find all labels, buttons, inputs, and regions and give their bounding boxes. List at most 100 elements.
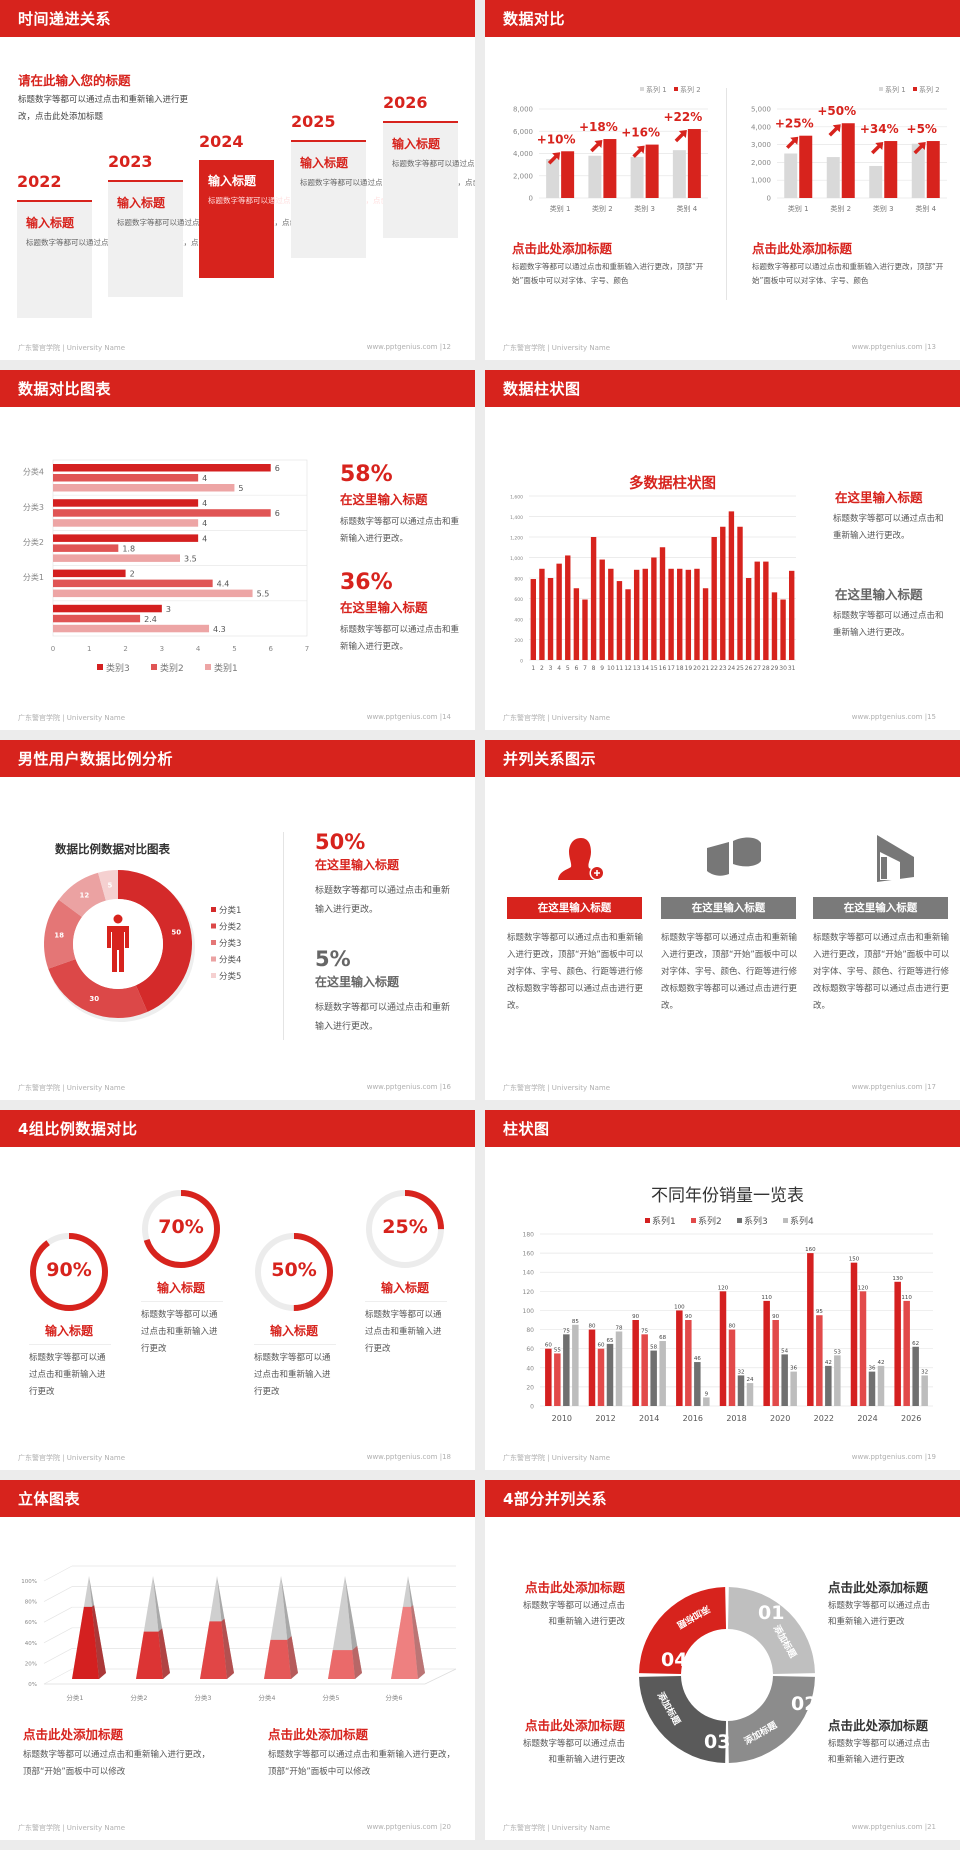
y-tick-label: 200 [514, 638, 523, 644]
timeline-card-title: 输入标题 [300, 156, 349, 170]
slide-20[interactable]: 立体图表 广东警官学院 | University Name www.pptgeniu… [0, 1480, 475, 1840]
footer-school: 广东警官学院 | University Name [18, 344, 125, 352]
bar [702, 588, 709, 660]
bar [53, 509, 271, 517]
bar [547, 578, 554, 660]
bar [554, 1353, 561, 1406]
chart-title: 数据比例数据对比图表 [55, 842, 170, 856]
text-block-line: 标题数字等都可以通过点击 [828, 1601, 931, 1611]
slide-16[interactable]: 男性用户数据比例分析 广东警官学院 | University Name www.pp… [0, 740, 475, 1100]
slide-title: 数据对比 [503, 10, 566, 28]
column-title-button[interactable]: 在这里输入标题 [813, 897, 948, 919]
growth-arrowhead-icon [832, 124, 841, 133]
bar [616, 581, 623, 660]
bar-value-label: 4.3 [213, 625, 226, 634]
bar [877, 1365, 885, 1406]
column-title-button[interactable]: 在这里输入标题 [661, 897, 796, 919]
x-tick-label: 4 [196, 645, 201, 653]
bar [565, 555, 571, 660]
bar [780, 599, 786, 660]
footer-school: 广东警官学院 | University Name [18, 1454, 125, 1462]
x-category-label: 类别 2 [592, 204, 613, 213]
x-category-label: 2012 [595, 1414, 615, 1423]
bar [659, 547, 666, 660]
slide-12[interactable]: 时间递进关系 广东警官学院 | University Name www.pptgen… [0, 0, 475, 360]
bar-value-label: 5.5 [257, 590, 270, 599]
y-tick-label: 20% [25, 1661, 37, 1667]
bar-value-label: 2 [130, 570, 135, 579]
slide-14[interactable]: 数据对比图表 广东警官学院 | University Name www.pptgen… [0, 370, 475, 730]
pyramid-chart: 0% 20% 40% 60% 80% 100% 分类1 分类2 分类3 分类4 分类5 分类6 [21, 1565, 457, 1702]
bar [763, 1300, 770, 1406]
legend-label: 分类3 [219, 938, 241, 949]
bar [546, 159, 560, 198]
y-tick-label: 1,200 [510, 536, 523, 542]
growth-arrowhead-icon [790, 136, 799, 145]
bar [53, 604, 162, 613]
footer-school: 广东警官学院 | University Name [503, 1454, 610, 1462]
horizontal-bar-chart: 3 2.4 4.3 2 4.4 5.5 分类1 4 1.8 3.5 分类2 4 6 4 分类3 6 4 5 分类4 0… [23, 459, 309, 674]
bar [53, 544, 119, 552]
slide-header: 数据对比图表 [0, 370, 475, 407]
slide-18[interactable]: 4组比例数据对比 广东警官学院 | University Name www.pptg… [0, 1110, 475, 1470]
growth-arrowhead-icon [636, 145, 645, 154]
ring-title: 输入标题 [44, 1324, 93, 1338]
pie-chart-3d-icon [707, 837, 761, 876]
legend-label: 系列 2 [919, 85, 940, 94]
slide-21[interactable]: 4部分并列关系 广东警官学院 | University Name www.pptge… [485, 1480, 960, 1840]
legend-swatch [205, 664, 211, 670]
timeline-card-title: 输入标题 [392, 137, 441, 151]
text-block-title: 点击此处添加标题 [524, 1718, 625, 1733]
y-tick-label: 80% [25, 1600, 37, 1606]
column-text: 标题数字等都可以通过点击和重新输入进行更改，顶部“开始”面板中可以对字体、字号、… [507, 933, 644, 1011]
bar [903, 1300, 910, 1406]
legend-label: 分类4 [219, 955, 241, 966]
segment-number: 03 [704, 1731, 730, 1753]
bar [645, 144, 659, 198]
y-tick-label: 600 [514, 597, 523, 603]
pyramid-bar [136, 1576, 170, 1679]
stat-title: 在这里输入标题 [340, 600, 428, 615]
ring-divider [141, 1301, 223, 1302]
block-text: 标题数字等都可以通过点击和重新输入进行更改，顶部“开始”面板中可以对字体、字号、… [512, 262, 704, 285]
bar [53, 519, 199, 527]
x-category-label: 30 [779, 665, 787, 672]
column-text: 标题数字等都可以通过点击和重新输入进行更改，顶部“开始”面板中可以对字体、字号、… [661, 933, 798, 1011]
y-tick-label: 60% [25, 1620, 37, 1626]
y-tick-label: 160 [523, 1251, 535, 1258]
y-tick-label: 2,000 [513, 172, 533, 180]
footer-site-page: www.pptgenius.com |21 [851, 1823, 936, 1831]
grouped-bar-chart: 0204060801001201401601806055758520108060… [523, 1215, 933, 1423]
footer-school: 广东警官学院 | University Name [503, 344, 610, 352]
legend-swatch [211, 940, 216, 945]
slide-19[interactable]: 柱状图 广东警官学院 | University Name www.pptgenius… [485, 1110, 960, 1470]
x-category-label: 分类4 [258, 1693, 275, 1702]
bar [582, 599, 588, 660]
y-tick-label: 2,000 [751, 159, 771, 167]
x-category-label: 21 [702, 665, 710, 672]
bar [563, 1334, 570, 1406]
slide-13[interactable]: 数据对比 广东警官学院 | University Name www.pptgeniu… [485, 0, 960, 360]
bar [603, 139, 617, 198]
column-title-button[interactable]: 在这里输入标题 [507, 897, 642, 919]
bar [754, 561, 760, 660]
growth-arrowhead-icon [678, 130, 687, 139]
footer-site-page: www.pptgenius.com |18 [366, 1453, 451, 1461]
timeline-card-text: 标题数字等都可以通过点击和重新输入进行更改，点击此处添加 [117, 216, 327, 231]
bar-value-label: 3.5 [184, 554, 197, 563]
donut-slice [98, 870, 118, 901]
slide-15[interactable]: 数据柱状图 广东警官学院 | University Name www.pptgeni… [485, 370, 960, 730]
x-category-label: 分类2 [130, 1693, 147, 1702]
timeline-year: 2026 [383, 93, 428, 112]
bar [606, 1343, 614, 1406]
legend-label: 系列2 [698, 1215, 722, 1227]
slide-17[interactable]: 并列关系图示 广东警官学院 | University Name www.pptgen… [485, 740, 960, 1100]
footer-school: 广东警官学院 | University Name [18, 1084, 125, 1092]
bar [53, 474, 199, 482]
x-category-label: 2026 [901, 1414, 921, 1423]
